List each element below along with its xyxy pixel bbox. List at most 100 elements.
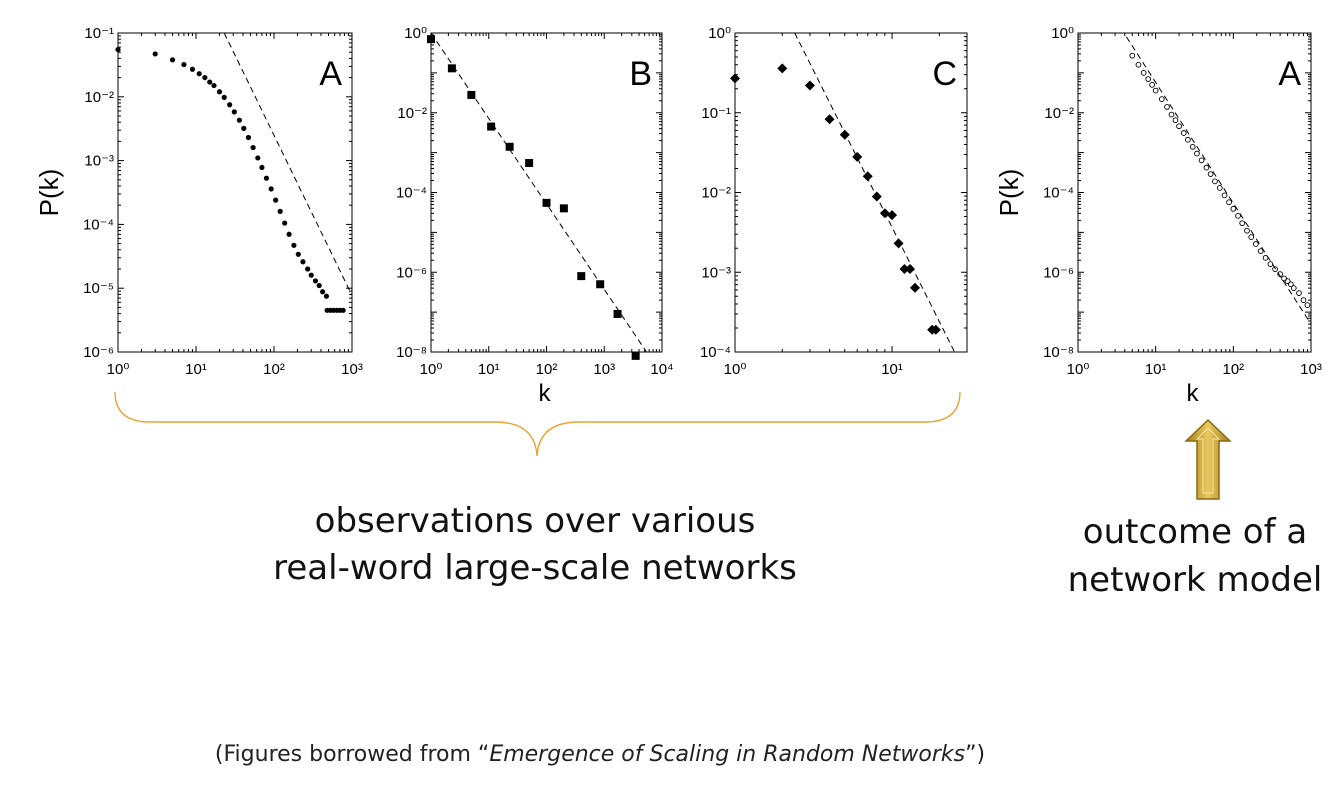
data-point — [221, 94, 227, 100]
y-tick-label: 10⁻¹ — [701, 105, 731, 122]
data-point — [1216, 185, 1223, 191]
data-point — [505, 142, 514, 151]
data-point — [1239, 220, 1246, 227]
observations-line-1: observations over various — [314, 501, 756, 541]
data-point — [312, 278, 319, 284]
y-tick-label: 10⁻² — [701, 185, 731, 202]
y-tick-label: 10⁻³ — [701, 264, 731, 281]
power-law-reference-line — [794, 33, 956, 352]
data-point — [1152, 87, 1159, 94]
data-point — [899, 263, 910, 274]
data-point — [887, 210, 898, 221]
y-axis-label: P(k) — [994, 169, 1024, 217]
y-tick-label: 10⁻⁴ — [700, 344, 731, 361]
data-point — [169, 57, 176, 63]
data-point — [227, 102, 233, 108]
data-point — [1198, 157, 1205, 164]
data-point — [316, 282, 322, 289]
x-tick-label: 10⁰ — [1067, 361, 1090, 378]
data-point — [211, 82, 217, 89]
data-point — [1221, 192, 1228, 199]
data-point — [577, 272, 586, 281]
y-tick-label: 10⁻² — [397, 105, 427, 122]
data-point — [340, 307, 346, 313]
data-point — [893, 238, 904, 249]
data-point — [305, 266, 311, 272]
data-point — [1248, 234, 1255, 240]
x-tick-label: 10⁰ — [420, 361, 443, 378]
data-point — [631, 351, 640, 360]
x-tick-label: 10¹ — [881, 361, 903, 378]
data-point — [1194, 150, 1200, 157]
data-point — [1272, 266, 1278, 272]
data-point — [559, 204, 568, 213]
data-point — [1212, 178, 1218, 185]
data-point — [839, 129, 850, 140]
x-tick-label: 10² — [263, 361, 285, 378]
y-tick-label: 10⁰ — [404, 25, 427, 42]
data-point — [1140, 70, 1147, 76]
data-point — [189, 66, 196, 72]
observations-line-2: real-word large-scale networks — [273, 548, 797, 588]
data-point — [1235, 212, 1241, 219]
data-point — [308, 272, 314, 278]
data-point — [1257, 248, 1264, 254]
source-prefix: (Figures borrowed from “ — [214, 742, 490, 767]
data-point — [277, 208, 283, 214]
data-point — [879, 208, 890, 219]
data-point — [1149, 82, 1155, 88]
data-point — [255, 155, 261, 161]
data-point — [1203, 164, 1210, 171]
data-point — [1158, 96, 1165, 102]
data-point — [1284, 278, 1291, 284]
data-point — [1168, 111, 1175, 118]
model-line-1: outcome of a — [1082, 512, 1308, 552]
data-point — [1253, 241, 1259, 247]
data-point — [196, 71, 202, 77]
y-tick-label: 10⁻⁴ — [396, 185, 427, 202]
data-point — [115, 46, 121, 53]
data-point — [1189, 143, 1196, 150]
y-tick-label: 10⁻³ — [84, 153, 114, 170]
data-point — [824, 114, 835, 125]
data-point — [487, 122, 496, 131]
data-point — [596, 280, 605, 289]
chart-panel-2: 10⁰ 10¹ 10² 10³ 10⁴ 10⁻⁸ 10⁻⁶ 10⁻⁴ 10⁻² 10⁰ Bk — [396, 25, 674, 407]
data-point — [1176, 123, 1182, 130]
data-point — [852, 151, 863, 162]
data-point — [202, 74, 208, 81]
data-point — [236, 117, 242, 123]
panel-label: A — [1278, 55, 1301, 93]
x-tick-label: 10¹ — [185, 361, 207, 378]
up-arrow-icon — [1184, 418, 1232, 500]
x-tick-label: 10¹ — [478, 361, 500, 378]
data-point — [291, 242, 297, 248]
x-tick-label: 10⁴ — [650, 361, 673, 378]
data-point — [1135, 61, 1142, 68]
data-point — [1226, 199, 1232, 206]
y-tick-label: 10⁻⁸ — [396, 344, 427, 361]
x-tick-label: 10⁰ — [724, 361, 747, 378]
data-point — [259, 164, 265, 171]
data-point — [320, 289, 326, 295]
y-tick-label: 10⁰ — [1051, 25, 1074, 42]
plot-frame — [117, 32, 353, 353]
data-point — [871, 191, 882, 202]
data-point — [1262, 254, 1269, 261]
chart-panel-3: 10⁰ 10¹ 10⁻⁴ 10⁻³ 10⁻² 10⁻¹ 10⁰ C — [700, 25, 968, 378]
x-tick-label: 10³ — [1300, 361, 1322, 378]
y-tick-label: 10⁻² — [84, 89, 114, 106]
y-tick-label: 10⁻⁶ — [396, 264, 427, 281]
plots-layer: 10⁰ 10¹ 10² 10³ 10⁻⁶ 10⁻⁵ 10⁻⁴ 10⁻³ 10⁻² 10⁻¹ A P(k… — [34, 25, 1322, 407]
data-point — [241, 125, 247, 131]
data-point — [181, 61, 187, 68]
data-point — [273, 197, 279, 203]
x-axis-label: k — [1187, 380, 1200, 407]
data-point — [904, 263, 915, 274]
data-point — [447, 64, 456, 73]
data-point — [323, 293, 330, 299]
data-point — [1230, 205, 1237, 212]
panel-label: B — [629, 55, 652, 93]
data-point — [730, 73, 740, 84]
